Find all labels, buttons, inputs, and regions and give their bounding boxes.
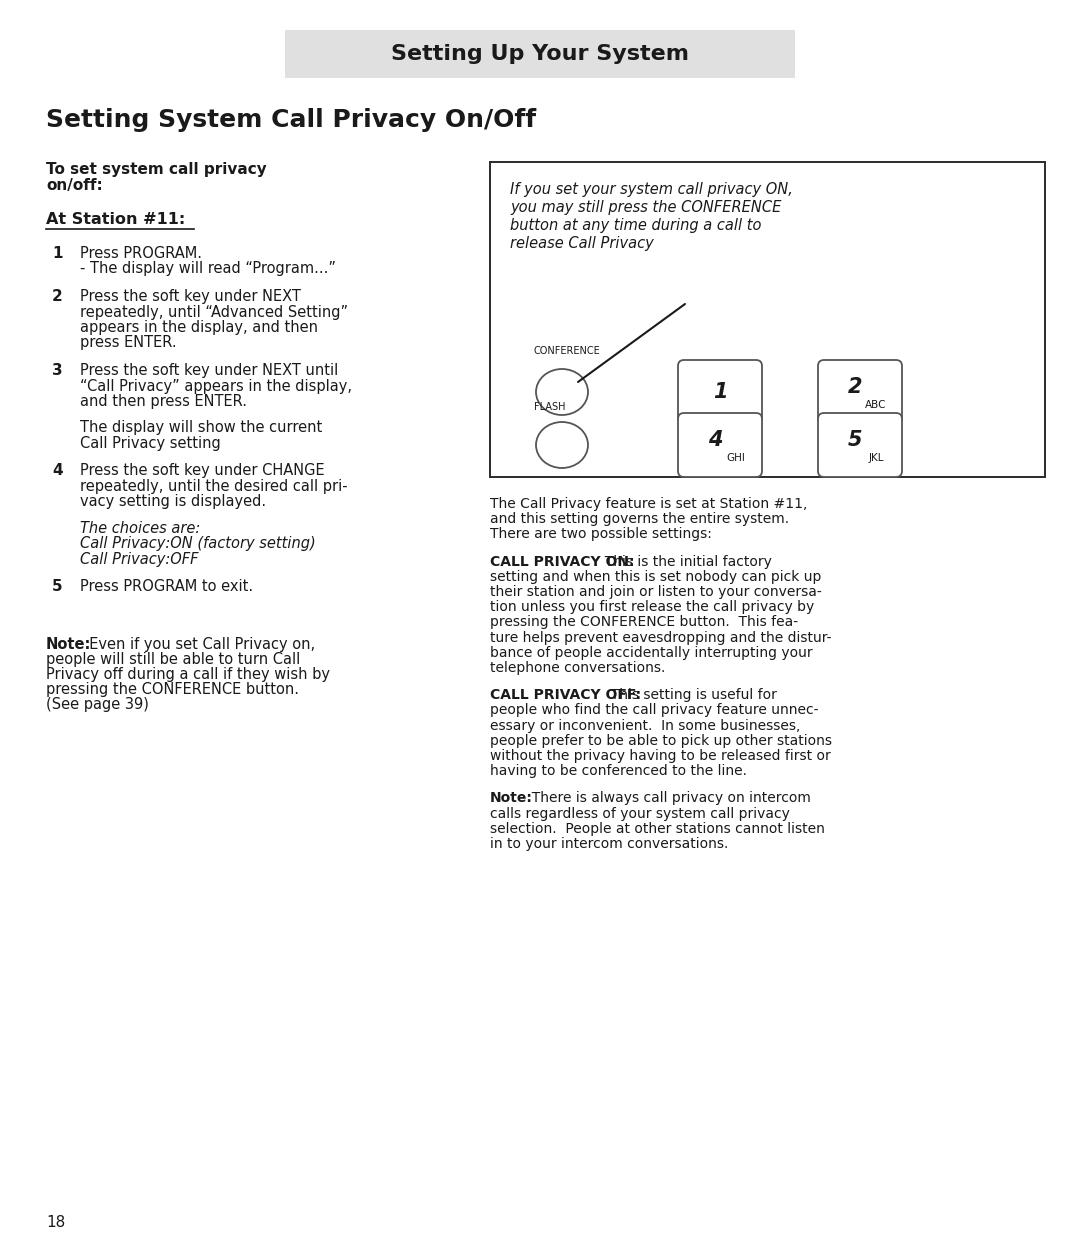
Text: people will still be able to turn Call: people will still be able to turn Call — [46, 651, 300, 667]
Text: Setting Up Your System: Setting Up Your System — [391, 44, 689, 64]
Text: CALL PRIVACY OFF:: CALL PRIVACY OFF: — [490, 688, 642, 702]
Text: people prefer to be able to pick up other stations: people prefer to be able to pick up othe… — [490, 733, 832, 747]
Text: 3: 3 — [52, 363, 63, 378]
Text: without the privacy having to be released first or: without the privacy having to be release… — [490, 748, 831, 764]
Text: button at any time during a call to: button at any time during a call to — [510, 218, 761, 233]
Text: - The display will read “Program...”: - The display will read “Program...” — [80, 262, 336, 276]
Text: pressing the CONFERENCE button.  This fea-: pressing the CONFERENCE button. This fea… — [490, 615, 798, 630]
Text: Setting System Call Privacy On/Off: Setting System Call Privacy On/Off — [46, 108, 536, 132]
Text: At Station #11:: At Station #11: — [46, 212, 186, 227]
Text: their station and join or listen to your conversa-: their station and join or listen to your… — [490, 585, 822, 598]
FancyBboxPatch shape — [285, 30, 795, 78]
Text: ABC: ABC — [865, 399, 887, 410]
Text: press ENTER.: press ENTER. — [80, 335, 177, 350]
Text: This is the initial factory: This is the initial factory — [595, 554, 771, 568]
Text: To set system call privacy: To set system call privacy — [46, 163, 267, 176]
Text: and then press ENTER.: and then press ENTER. — [80, 394, 247, 410]
Text: 2: 2 — [52, 289, 63, 304]
FancyBboxPatch shape — [818, 360, 902, 425]
Text: The display will show the current: The display will show the current — [80, 421, 322, 436]
Text: release Call Privacy: release Call Privacy — [510, 236, 653, 251]
Text: 2: 2 — [848, 377, 862, 397]
Text: Even if you set Call Privacy on,: Even if you set Call Privacy on, — [80, 636, 315, 651]
Text: There are two possible settings:: There are two possible settings: — [490, 528, 712, 542]
Text: Press the soft key under CHANGE: Press the soft key under CHANGE — [80, 464, 325, 479]
Text: and this setting governs the entire system.: and this setting governs the entire syst… — [490, 513, 789, 527]
Text: The choices are:: The choices are: — [80, 520, 200, 536]
Text: There is always call privacy on intercom: There is always call privacy on intercom — [523, 791, 811, 805]
Text: Press PROGRAM.: Press PROGRAM. — [80, 246, 202, 261]
Text: you may still press the CONFERENCE: you may still press the CONFERENCE — [510, 200, 781, 215]
Text: 5: 5 — [848, 430, 862, 450]
Text: ture helps prevent eavesdropping and the distur-: ture helps prevent eavesdropping and the… — [490, 630, 832, 645]
Text: repeatedly, until “Advanced Setting”: repeatedly, until “Advanced Setting” — [80, 305, 348, 320]
Text: 4: 4 — [707, 430, 723, 450]
FancyBboxPatch shape — [818, 413, 902, 478]
Text: JKL: JKL — [868, 454, 883, 462]
Text: Press the soft key under NEXT: Press the soft key under NEXT — [80, 289, 301, 304]
Text: GHI: GHI — [727, 454, 745, 462]
Text: in to your intercom conversations.: in to your intercom conversations. — [490, 837, 728, 851]
Text: 18: 18 — [46, 1215, 65, 1230]
Text: 5: 5 — [52, 580, 63, 595]
Text: people who find the call privacy feature unnec-: people who find the call privacy feature… — [490, 703, 819, 717]
Text: Call Privacy setting: Call Privacy setting — [80, 436, 220, 451]
Text: “Call Privacy” appears in the display,: “Call Privacy” appears in the display, — [80, 378, 352, 393]
Text: 1: 1 — [713, 382, 727, 402]
Text: Press the soft key under NEXT until: Press the soft key under NEXT until — [80, 363, 338, 378]
Text: selection.  People at other stations cannot listen: selection. People at other stations cann… — [490, 822, 825, 835]
Text: telephone conversations.: telephone conversations. — [490, 662, 665, 675]
Ellipse shape — [536, 422, 588, 467]
Text: (See page 39): (See page 39) — [46, 697, 149, 712]
Text: appears in the display, and then: appears in the display, and then — [80, 320, 318, 335]
Text: tion unless you first release the call privacy by: tion unless you first release the call p… — [490, 600, 814, 614]
Text: The Call Privacy feature is set at Station #11,: The Call Privacy feature is set at Stati… — [490, 496, 808, 512]
Text: FLASH: FLASH — [534, 402, 566, 412]
Text: Note:: Note: — [490, 791, 532, 805]
Text: having to be conferenced to the line.: having to be conferenced to the line. — [490, 765, 747, 779]
Text: If you set your system call privacy ON,: If you set your system call privacy ON, — [510, 181, 793, 197]
Text: Call Privacy:ON (factory setting): Call Privacy:ON (factory setting) — [80, 537, 315, 551]
Text: calls regardless of your system call privacy: calls regardless of your system call pri… — [490, 806, 789, 820]
Text: Privacy off during a call if they wish by: Privacy off during a call if they wish b… — [46, 667, 330, 682]
Text: bance of people accidentally interrupting your: bance of people accidentally interruptin… — [490, 646, 812, 660]
Ellipse shape — [536, 369, 588, 415]
Text: Call Privacy:OFF: Call Privacy:OFF — [80, 552, 199, 567]
Text: on/off:: on/off: — [46, 178, 103, 193]
Text: vacy setting is displayed.: vacy setting is displayed. — [80, 494, 266, 509]
FancyBboxPatch shape — [490, 163, 1045, 478]
Text: repeatedly, until the desired call pri-: repeatedly, until the desired call pri- — [80, 479, 348, 494]
FancyBboxPatch shape — [678, 413, 762, 478]
Text: pressing the CONFERENCE button.: pressing the CONFERENCE button. — [46, 682, 299, 697]
Text: This setting is useful for: This setting is useful for — [603, 688, 778, 702]
Text: Note:: Note: — [46, 636, 92, 651]
Text: CALL PRIVACY ON:: CALL PRIVACY ON: — [490, 554, 635, 568]
Text: setting and when this is set nobody can pick up: setting and when this is set nobody can … — [490, 570, 822, 583]
Text: 1: 1 — [52, 246, 63, 261]
Text: 4: 4 — [52, 464, 63, 479]
FancyBboxPatch shape — [678, 360, 762, 425]
Text: CONFERENCE: CONFERENCE — [534, 346, 600, 357]
Text: essary or inconvenient.  In some businesses,: essary or inconvenient. In some business… — [490, 718, 800, 732]
Text: Press PROGRAM to exit.: Press PROGRAM to exit. — [80, 580, 253, 595]
